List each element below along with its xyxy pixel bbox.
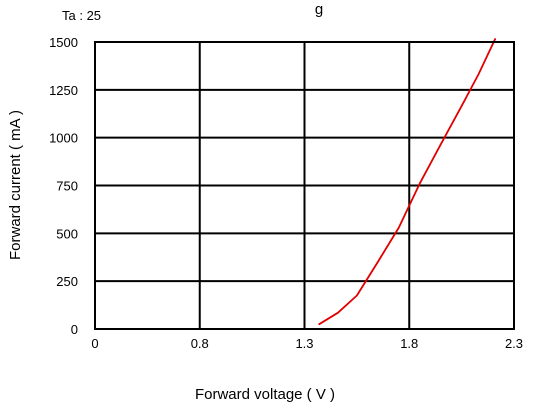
- forward-current-series-line: [318, 38, 497, 326]
- y-tick-label: 1500: [49, 35, 78, 50]
- y-axis-label: Forward current ( mA ): [7, 110, 24, 260]
- y-tick-label: 500: [56, 226, 78, 241]
- y-tick-label: 1250: [49, 83, 78, 98]
- grid-lines: [95, 42, 514, 329]
- x-tick-label: 1.3: [295, 336, 313, 351]
- tick-labels: 0 0.8 1.3 1.8 2.3 0 250 500 750 1000 1250 1500: [49, 35, 523, 351]
- x-tick-label: 0: [91, 336, 98, 351]
- series-layer: [318, 38, 497, 326]
- x-axis-label: Forward voltage ( V ): [195, 386, 335, 403]
- chart-title: g: [315, 1, 323, 18]
- plot-frame: [94, 41, 515, 330]
- x-tick-label: 2.3: [505, 336, 523, 351]
- x-tick-label: 1.8: [400, 336, 418, 351]
- y-tick-label: 1000: [49, 131, 78, 146]
- x-tick-label: 0.8: [191, 336, 209, 351]
- chart-subtitle: Ta : 25: [62, 8, 101, 23]
- y-tick-label: 750: [56, 179, 78, 194]
- y-tick-label: 250: [56, 274, 78, 289]
- y-tick-label: 0: [71, 322, 78, 337]
